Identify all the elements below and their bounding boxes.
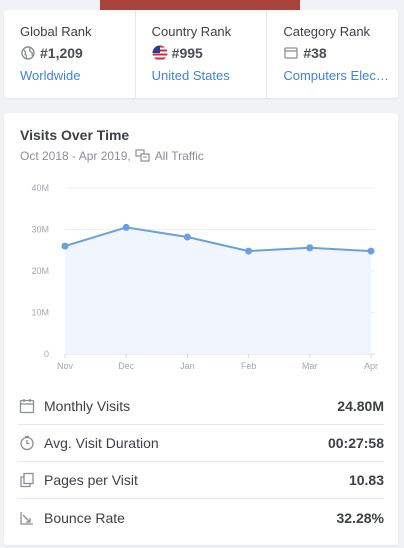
y-tick-label: 10M	[31, 308, 49, 318]
category-rank-value: #38	[303, 45, 327, 61]
x-tick-label: Feb	[241, 361, 257, 371]
metrics-list: Monthly Visits 24.80M Avg. Visit Duratio…	[18, 388, 384, 536]
data-point	[367, 247, 375, 255]
traffic-icon	[135, 149, 151, 163]
data-point	[61, 242, 69, 250]
data-point	[245, 247, 253, 255]
country-rank-link[interactable]: United States	[151, 68, 230, 83]
metric-label: Avg. Visit Duration	[44, 435, 159, 451]
traffic-label: All Traffic	[154, 149, 204, 163]
metric-value: 32.28%	[336, 509, 384, 526]
us-flag-icon	[152, 45, 168, 61]
series-area	[65, 227, 371, 354]
y-tick-label: 30M	[31, 225, 49, 235]
data-point	[183, 233, 191, 241]
metric-label: Monthly Visits	[44, 398, 131, 414]
visits-title: Visits Over Time	[20, 127, 130, 143]
global-rank-title: Global Rank	[20, 24, 92, 39]
rank-panel: Global Rank #1,209 Worldwide Country Ran…	[4, 10, 398, 98]
category-rank: Category Rank #38 Computers Electronics …	[267, 10, 398, 98]
header-image-strip	[100, 0, 300, 10]
metric-pages-per-visit: Pages per Visit 10.83	[18, 462, 384, 499]
country-rank: Country Rank #995 United States	[136, 10, 268, 98]
x-tick-label: Nov	[57, 361, 74, 371]
calendar-icon	[18, 397, 36, 415]
country-rank-title: Country Rank	[151, 24, 232, 39]
category-icon	[283, 45, 299, 61]
y-tick-label: 40M	[31, 183, 49, 193]
data-point	[122, 223, 130, 231]
country-rank-value: #995	[171, 45, 203, 61]
visits-subtitle: Oct 2018 - Apr 2019, All Traffic	[20, 149, 204, 163]
visits-over-time-card: Visits Over Time Oct 2018 - Apr 2019, Al…	[4, 113, 398, 545]
series-line	[64, 226, 372, 253]
x-tick-label: Jan	[180, 361, 195, 371]
metric-label: Pages per Visit	[44, 472, 138, 488]
x-tick-label: Dec	[118, 361, 135, 371]
y-tick-label: 20M	[31, 266, 49, 276]
bounce-icon	[18, 509, 36, 527]
x-tick-label: Mar	[302, 361, 318, 371]
pages-icon	[18, 471, 36, 489]
metric-bounce-rate: Bounce Rate 32.28%	[18, 499, 384, 536]
visits-chart: 0 10M 20M 30M 40M Nov Dec Jan Feb Mar Apr	[31, 183, 378, 371]
clock-icon	[18, 434, 36, 452]
metric-value: 10.83	[348, 472, 384, 488]
metric-avg-visit-duration: Avg. Visit Duration 00:27:58	[18, 425, 384, 462]
category-rank-title: Category Rank	[283, 24, 371, 39]
category-rank-link[interactable]: Computers Electronics and Technology	[283, 68, 399, 83]
globe-icon	[20, 45, 36, 61]
date-range: Oct 2018 - Apr 2019,	[20, 149, 131, 163]
metric-label: Bounce Rate	[44, 509, 125, 526]
global-rank-link[interactable]: Worldwide	[20, 68, 81, 83]
global-rank-value: #1,209	[40, 45, 83, 61]
y-tick-label: 0	[44, 349, 49, 359]
metric-value: 00:27:58	[327, 435, 384, 451]
global-rank: Global Rank #1,209 Worldwide	[4, 10, 136, 98]
metric-value: 24.80M	[337, 398, 384, 414]
data-point	[306, 244, 314, 252]
metric-monthly-visits: Monthly Visits 24.80M	[18, 388, 384, 425]
x-tick-label: Apr	[364, 361, 378, 371]
